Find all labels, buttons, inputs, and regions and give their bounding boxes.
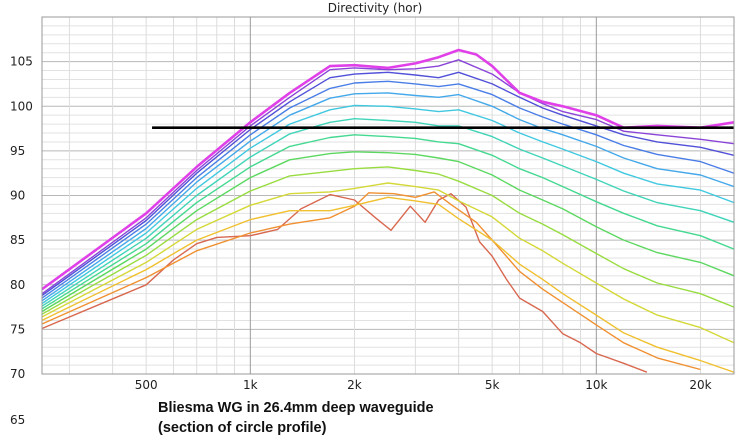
series-line-envelope bbox=[42, 48, 734, 291]
plot-frame bbox=[41, 16, 735, 375]
y-tick-label: 75 bbox=[10, 322, 25, 336]
chart-caption: Bliesma WG in 26.4mm deep waveguide (sec… bbox=[158, 398, 434, 438]
series-line bbox=[42, 92, 734, 302]
series-lines bbox=[42, 48, 734, 373]
series-line bbox=[42, 166, 734, 315]
y-tick-label: 65 bbox=[10, 413, 25, 427]
caption-line-2: (section of circle profile) bbox=[158, 420, 327, 436]
series-line bbox=[42, 104, 734, 305]
series-line bbox=[42, 134, 734, 310]
tick-labels: 65 70 75 80 85 90 95 100 105 500 1k 2k 5k 10k 20k bbox=[10, 55, 712, 427]
series-line bbox=[42, 193, 648, 373]
y-tick-label: 85 bbox=[10, 233, 25, 247]
y-tick-label: 95 bbox=[10, 144, 25, 158]
y-tick-label: 70 bbox=[10, 367, 25, 381]
grid bbox=[42, 16, 734, 375]
series-line bbox=[42, 59, 734, 295]
chart-title: Directivity (hor) bbox=[327, 1, 423, 15]
series-line bbox=[42, 151, 734, 313]
y-tick-label: 90 bbox=[10, 189, 25, 203]
series-line bbox=[42, 71, 734, 297]
x-tick-label: 500 bbox=[135, 378, 158, 392]
x-tick-label: 20k bbox=[689, 378, 711, 392]
y-tick-label: 80 bbox=[10, 278, 25, 292]
x-tick-label: 5k bbox=[485, 378, 500, 392]
x-tick-label: 2k bbox=[347, 378, 362, 392]
series-line bbox=[42, 118, 734, 307]
series-line bbox=[42, 80, 734, 299]
y-tick-label: 100 bbox=[10, 99, 33, 113]
series-line bbox=[42, 182, 734, 344]
series-line bbox=[42, 196, 734, 373]
caption-line-1: Bliesma WG in 26.4mm deep waveguide bbox=[158, 400, 434, 416]
series-line bbox=[42, 191, 701, 371]
y-tick-label: 105 bbox=[10, 55, 33, 69]
x-tick-label: 10k bbox=[585, 378, 607, 392]
x-tick-label: 1k bbox=[243, 378, 258, 392]
